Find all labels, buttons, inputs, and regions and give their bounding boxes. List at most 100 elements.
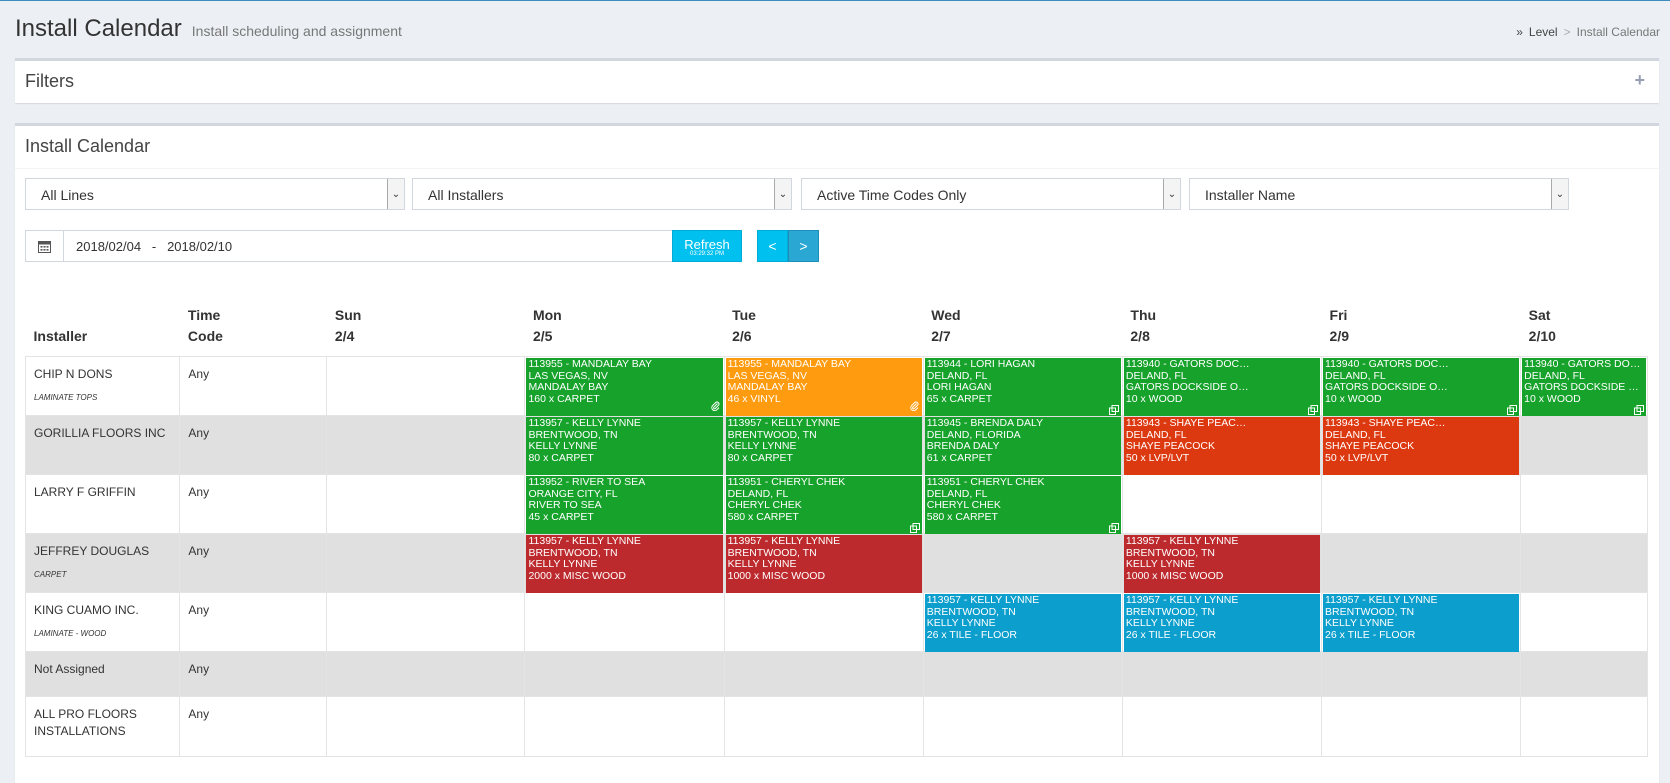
paperclip-icon[interactable] (910, 401, 919, 414)
day-cell-mon[interactable]: 113952 - RIVER TO SEA ORANGE CITY, FL RIVE… (524, 474, 725, 534)
time-codes-select[interactable]: Active Time Codes Only ⌄ (801, 178, 1181, 210)
day-cell-thu[interactable]: 113957 - KELLY LYNNE BRENTWOOD, TN KELLY L… (1121, 533, 1323, 593)
day-cell-sat[interactable]: 113940 - GATORS DOC… DELAND, FL GATORS DOC… (1520, 356, 1648, 416)
day-cell-wed[interactable] (922, 696, 1123, 757)
day-cell-sun[interactable] (326, 592, 526, 652)
day-cell-wed[interactable] (922, 651, 1123, 697)
event-line: BRENTWOOD, TN (727, 429, 817, 441)
day-cell-mon[interactable] (524, 696, 725, 757)
copy-icon[interactable] (1634, 405, 1644, 415)
day-cell-thu[interactable]: 113957 - KELLY LYNNE BRENTWOOD, TN KELLY L… (1121, 592, 1323, 652)
event-line: DELAND, FL (727, 488, 789, 500)
refresh-button[interactable]: Refresh 03:29:32 PM (672, 230, 742, 262)
day-cell-sun[interactable] (326, 533, 526, 593)
day-cell-sat[interactable] (1520, 592, 1648, 652)
event-line: BRENTWOOD, TN (1125, 547, 1215, 559)
day-cell-tue[interactable]: 113955 - MANDALAY BAY LAS VEGAS, NV MANDAL… (723, 356, 924, 416)
install-event[interactable]: 113940 - GATORS DOC… DELAND, FL GATORS DOC… (1323, 358, 1520, 416)
day-cell-thu[interactable] (1121, 651, 1323, 697)
copy-icon[interactable] (1507, 405, 1518, 415)
expand-filters-icon[interactable]: + (1634, 70, 1645, 90)
install-event[interactable]: 113955 - MANDALAY BAY LAS VEGAS, NV MANDAL… (526, 358, 723, 416)
install-event[interactable]: 113944 - LORI HAGAN DELAND, FL LORI HAGAN 6… (924, 358, 1121, 416)
next-week-button[interactable]: > (788, 230, 819, 262)
breadcrumb-level-link[interactable]: Level (1528, 25, 1558, 39)
day-cell-sun[interactable] (326, 651, 526, 697)
day-cell-mon[interactable]: 113955 - MANDALAY BAY LAS VEGAS, NV MANDAL… (524, 356, 725, 416)
installer-cell: KING CUAMO INC. LAMINATE - WOOD (24, 592, 181, 652)
install-event[interactable]: 113952 - RIVER TO SEA ORANGE CITY, FL RIVE… (526, 476, 723, 534)
day-cell-fri[interactable] (1321, 474, 1522, 534)
install-event[interactable]: 113951 - CHERYL CHEK DELAND, FL CHERYL CHE… (924, 476, 1121, 534)
sort-select[interactable]: Installer Name ⌄ (1189, 178, 1569, 210)
day-cell-thu[interactable] (1121, 696, 1323, 757)
install-event[interactable]: 113951 - CHERYL CHEK DELAND, FL CHERYL CHE… (725, 476, 922, 534)
day-cell-tue[interactable]: 113951 - CHERYL CHEK DELAND, FL CHERYL CHE… (723, 474, 924, 534)
install-event[interactable]: 113957 - KELLY LYNNE BRENTWOOD, TN KELLY L… (1123, 594, 1321, 652)
day-cell-thu[interactable] (1121, 474, 1323, 534)
day-cell-sun[interactable] (326, 356, 526, 416)
day-cell-thu[interactable]: 113943 - SHAYE PEAC… DELAND, FL SHAYE PEAC… (1121, 415, 1323, 475)
install-event[interactable]: 113957 - KELLY LYNNE BRENTWOOD, TN KELLY L… (1323, 594, 1520, 652)
day-cell-tue[interactable]: 113957 - KELLY LYNNE BRENTWOOD, TN KELLY L… (723, 533, 924, 593)
lines-select[interactable]: All Lines ⌄ (25, 178, 405, 210)
day-cell-wed[interactable]: 113945 - BRENDA DALY DELAND, FLORIDA BREND… (922, 415, 1123, 475)
install-event[interactable]: 113943 - SHAYE PEAC… DELAND, FL SHAYE PEAC… (1123, 417, 1321, 475)
day-cell-sat[interactable] (1520, 696, 1648, 757)
install-event[interactable]: 113943 - SHAYE PEAC… DELAND, FL SHAYE PEAC… (1323, 417, 1520, 475)
install-event[interactable]: 113945 - BRENDA DALY DELAND, FLORIDA BREND… (924, 417, 1121, 475)
install-event[interactable]: 113940 - GATORS DOC… DELAND, FL GATORS DOC… (1123, 358, 1321, 416)
day-cell-fri[interactable]: 113957 - KELLY LYNNE BRENTWOOD, TN KELLY L… (1321, 592, 1522, 652)
day-cell-wed[interactable]: 113951 - CHERYL CHEK DELAND, FL CHERYL CHE… (922, 474, 1123, 534)
copy-icon[interactable] (1108, 405, 1119, 415)
day-cell-thu[interactable]: 113940 - GATORS DOC… DELAND, FL GATORS DOC… (1121, 356, 1323, 416)
day-cell-mon[interactable] (524, 592, 725, 652)
day-cell-tue[interactable]: 113957 - KELLY LYNNE BRENTWOOD, TN KELLY L… (723, 415, 924, 475)
paperclip-icon[interactable] (710, 401, 720, 414)
breadcrumb: » Level > Install Calendar (1516, 25, 1660, 39)
day-cell-sun[interactable] (326, 696, 526, 757)
install-event[interactable]: 113957 - KELLY LYNNE BRENTWOOD, TN KELLY L… (725, 535, 922, 593)
day-cell-tue[interactable] (723, 696, 924, 757)
day-cell-sat[interactable] (1520, 415, 1648, 475)
event-line: 113943 - SHAYE PEAC… (1325, 418, 1446, 429)
day-cell-wed[interactable]: 113957 - KELLY LYNNE BRENTWOOD, TN KELLY L… (922, 592, 1123, 652)
event-line: LAS VEGAS, NV (727, 370, 807, 382)
install-event[interactable]: 113940 - GATORS DOC… DELAND, FL GATORS DOC… (1522, 358, 1646, 416)
event-line: 113944 - LORI HAGAN (926, 359, 1036, 370)
day-cell-mon[interactable]: 113957 - KELLY LYNNE BRENTWOOD, TN KELLY L… (524, 415, 725, 475)
previous-week-button[interactable]: < (757, 230, 788, 262)
copy-icon[interactable] (1308, 405, 1319, 415)
day-cell-wed[interactable] (922, 533, 1123, 593)
event-line: BRENTWOOD, TN (528, 429, 618, 441)
day-cell-fri[interactable]: 113943 - SHAYE PEAC… DELAND, FL SHAYE PEAC… (1321, 415, 1522, 475)
day-cell-fri[interactable] (1321, 651, 1522, 697)
day-cell-wed[interactable]: 113944 - LORI HAGAN DELAND, FL LORI HAGAN 6… (922, 356, 1123, 416)
day-cell-fri[interactable]: 113940 - GATORS DOC… DELAND, FL GATORS DOC… (1321, 356, 1522, 416)
day-cell-mon[interactable] (524, 651, 725, 697)
day-cell-sat[interactable] (1520, 651, 1648, 697)
day-cell-sun[interactable] (326, 415, 526, 475)
day-cell-mon[interactable]: 113957 - KELLY LYNNE BRENTWOOD, TN KELLY L… (524, 533, 725, 593)
day-cell-fri[interactable] (1321, 696, 1522, 757)
installers-select[interactable]: All Installers ⌄ (412, 178, 792, 210)
day-cell-sat[interactable] (1520, 533, 1648, 593)
install-event[interactable]: 113957 - KELLY LYNNE BRENTWOOD, TN KELLY L… (725, 417, 922, 475)
day-cell-fri[interactable] (1321, 533, 1522, 593)
install-event[interactable]: 113957 - KELLY LYNNE BRENTWOOD, TN KELLY L… (526, 417, 723, 475)
event-line: 65 x CARPET (926, 393, 993, 405)
day-cell-sun[interactable] (326, 474, 526, 534)
install-event[interactable]: 113957 - KELLY LYNNE BRENTWOOD, TN KELLY L… (1123, 535, 1321, 593)
column-header-wed: Wed 2/7 (923, 296, 1123, 357)
install-event[interactable]: 113957 - KELLY LYNNE BRENTWOOD, TN KELLY L… (924, 594, 1121, 652)
copy-icon[interactable] (909, 523, 920, 533)
event-line: DELAND, FL (1524, 370, 1585, 382)
day-cell-tue[interactable] (723, 651, 924, 697)
day-cell-sat[interactable] (1520, 474, 1648, 534)
date-range-input[interactable]: 2018/02/04 - 2018/02/10 (25, 230, 675, 262)
event-line: 113951 - CHERYL CHEK (727, 477, 846, 488)
day-cell-tue[interactable] (723, 592, 924, 652)
install-event[interactable]: 113957 - KELLY LYNNE BRENTWOOD, TN KELLY L… (526, 535, 723, 593)
install-event[interactable]: 113955 - MANDALAY BAY LAS VEGAS, NV MANDAL… (725, 358, 922, 416)
copy-icon[interactable] (1108, 523, 1119, 533)
